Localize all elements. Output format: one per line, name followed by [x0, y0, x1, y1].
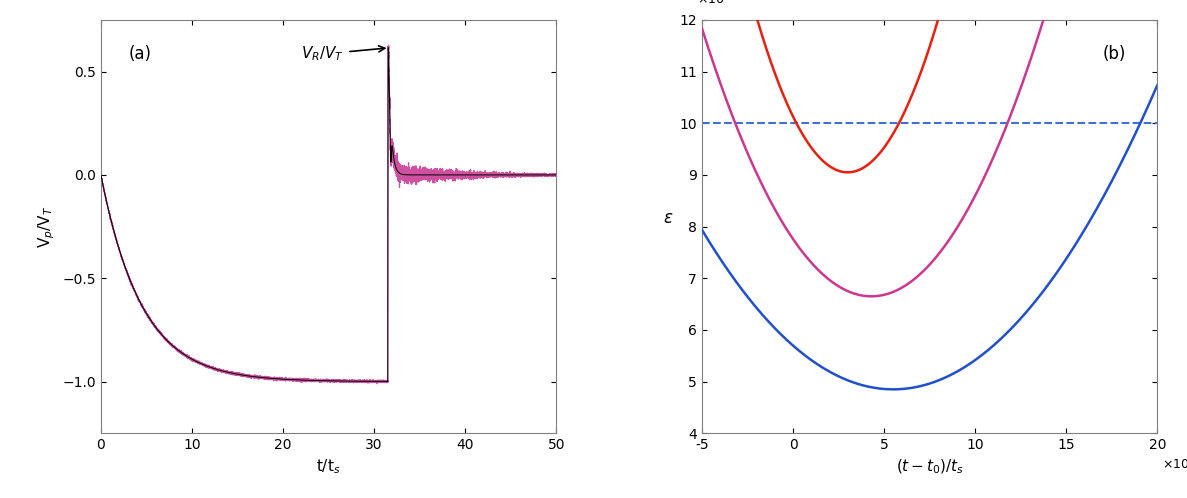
X-axis label: $(t - t_0)/t_s$: $(t - t_0)/t_s$: [895, 458, 964, 476]
Text: $V_R/V_T$: $V_R/V_T$: [301, 45, 385, 63]
Text: (a): (a): [128, 45, 151, 63]
Text: (b): (b): [1103, 45, 1126, 63]
X-axis label: t/t$_s$: t/t$_s$: [316, 458, 341, 477]
Text: $\times 10^{-3}$: $\times 10^{-3}$: [1162, 456, 1187, 473]
Text: $\times 10^{-3}$: $\times 10^{-3}$: [698, 0, 738, 7]
Y-axis label: $\varepsilon$: $\varepsilon$: [664, 209, 673, 227]
Y-axis label: V$_p$/V$_T$: V$_p$/V$_T$: [37, 205, 57, 248]
